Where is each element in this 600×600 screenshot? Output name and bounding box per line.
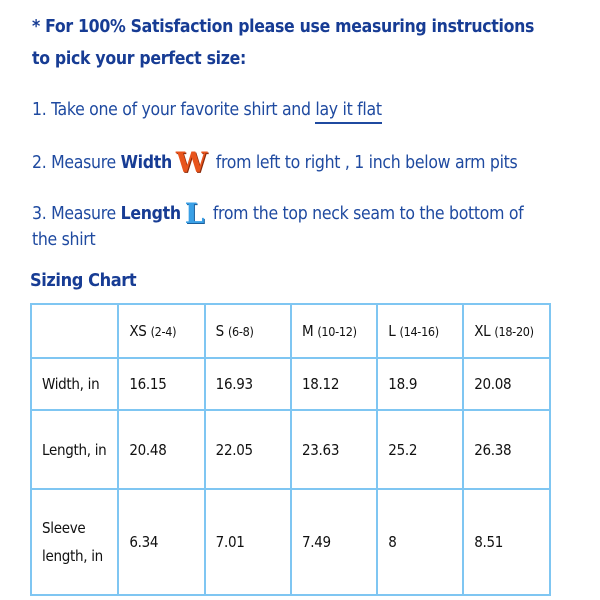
table-row: Sleeve length, in 6.34 7.01 7.49 8 8.51 (29, 488, 551, 596)
sizing-chart-title: Sizing Chart (30, 270, 137, 291)
cell: 25.2 (376, 409, 465, 490)
header-cell: L (14-16) (376, 303, 465, 359)
cell: 7.01 (203, 488, 292, 596)
step-text: from left to right , 1 inch below arm pi… (211, 153, 518, 173)
step-text: 3. Measure (32, 204, 121, 224)
sizing-table: XS (2-4) S (6-8) M (10-12) L (14-16) XL (18-2… (29, 303, 551, 596)
header-cell: S (6-8) (203, 303, 292, 359)
header-cell: XL (18-20) (462, 303, 551, 359)
cell: 22.05 (203, 409, 292, 490)
cell: 16.93 (203, 357, 292, 411)
intro-line-2: to pick your perfect size: (32, 49, 246, 69)
intro-line-1: * For 100% Satisfaction please use measu… (32, 17, 535, 37)
cell: 16.15 (117, 357, 206, 411)
step-text: from the top neck seam to the bottom of (208, 204, 524, 224)
width-w-icon: W (175, 146, 208, 179)
step-3-continued: the shirt (32, 230, 96, 250)
step-bold: Width (120, 153, 173, 173)
cell: 18.9 (376, 357, 465, 411)
cell: 8.51 (462, 488, 551, 596)
table-header-row: XS (2-4) S (6-8) M (10-12) L (14-16) XL (18-2… (29, 303, 551, 359)
cell: 18.12 (289, 357, 379, 411)
header-cell: XS (2-4) (117, 303, 206, 359)
step-text: 2. Measure (32, 153, 121, 173)
table-row: Width, in 16.15 16.93 18.12 18.9 20.08 (29, 357, 551, 411)
step-bold: Length (120, 204, 181, 224)
step-2: 2. Measure Width W from left to right , 1… (32, 146, 518, 179)
length-l-icon: L (184, 197, 205, 230)
step-text: 1. Take one of your favorite shirt and (32, 100, 316, 120)
row-label: Length, in (29, 409, 120, 490)
table-row: Length, in 20.48 22.05 23.63 25.2 26.38 (29, 409, 551, 490)
row-label: Sleeve length, in (29, 488, 120, 596)
cell: 8 (376, 488, 465, 596)
cell: 20.48 (117, 409, 206, 490)
header-cell: M (10-12) (289, 303, 379, 359)
empty-header-cell (29, 303, 120, 359)
step-3: 3. Measure Length L from the top neck sea… (32, 197, 524, 230)
step-1: 1. Take one of your favorite shirt and l… (32, 100, 382, 124)
cell: 20.08 (462, 357, 551, 411)
cell: 6.34 (117, 488, 206, 596)
lay-it-flat-link[interactable]: lay it flat (315, 100, 382, 124)
cell: 26.38 (462, 409, 551, 490)
row-label: Width, in (29, 357, 120, 411)
cell: 7.49 (289, 488, 379, 596)
cell: 23.63 (289, 409, 379, 490)
